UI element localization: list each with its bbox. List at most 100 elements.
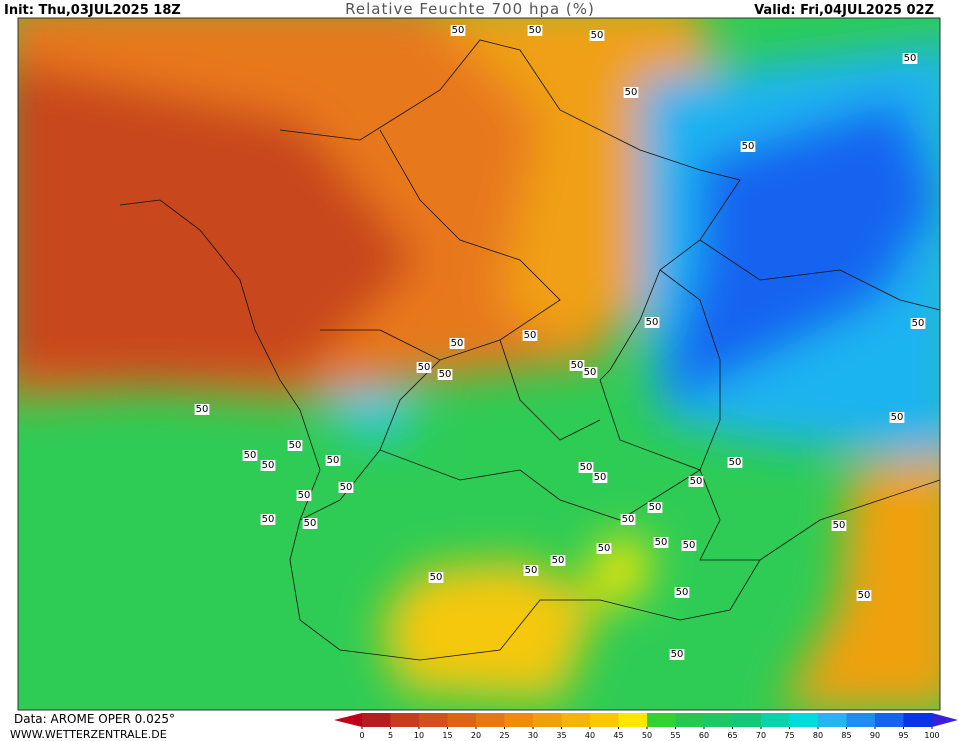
contour-label-bg [428, 572, 444, 583]
website: WWW.WETTERZENTRALE.DE [10, 728, 167, 741]
init-time: Init: Thu,03JUL2025 18Z [4, 3, 181, 18]
contour-label-bg [902, 53, 918, 64]
colorbar-segment [846, 713, 876, 727]
colorbar-segment [903, 713, 933, 727]
contour-label-bg [527, 25, 543, 36]
contour-label-bg [522, 330, 538, 341]
contour-labels: 50 50 50 50 50 50 50 50 50 50 50 50 50 50 50 50 50 50 50 50… [194, 25, 926, 660]
colorbar-label: 80 [813, 731, 823, 740]
colorbar-label: 30 [528, 731, 538, 740]
contour-label: 50 [625, 87, 638, 98]
contour-label-bg [644, 317, 660, 328]
contour-label-bg [287, 440, 303, 451]
contour-label: 50 [304, 518, 317, 529]
contour-label: 50 [327, 455, 340, 466]
contour-label: 50 [594, 472, 607, 483]
contour-label: 50 [262, 514, 275, 525]
colorbar-label: 60 [699, 731, 709, 740]
colorbar-label: 10 [414, 731, 424, 740]
contour-label: 50 [671, 649, 684, 660]
contour-label: 50 [858, 590, 871, 601]
colorbar-segment [362, 713, 391, 727]
contour-label: 50 [690, 476, 703, 487]
contour-label-bg [260, 514, 276, 525]
contour-label-bg [194, 404, 210, 415]
colorbar-segment [675, 713, 705, 727]
colorbar-segment [419, 713, 448, 727]
contour-label-bg [592, 472, 608, 483]
colorbar-label: 50 [642, 731, 652, 740]
contour-label: 50 [524, 330, 537, 341]
contour-label: 50 [430, 572, 443, 583]
map-title: Relative Feuchte 700 hpa (%) [345, 0, 595, 18]
contour-label-bg [578, 462, 594, 473]
colorbar: 0 5 10 15 20 25 30 35 40 45 50 55 60 65 70 75 80 85 90 95 10… [334, 713, 958, 740]
contour-label-bg [856, 590, 872, 601]
contour-label: 50 [552, 555, 565, 566]
contour-label-bg [450, 25, 466, 36]
contour-label-bg [623, 87, 639, 98]
contour-label-bg [582, 367, 598, 378]
contour-label: 50 [891, 412, 904, 423]
colorbar-segment [504, 713, 534, 727]
colorbar-segment [476, 713, 505, 727]
colorbar-segment [647, 713, 676, 727]
contour-label: 50 [912, 318, 925, 329]
colorbar-label: 0 [359, 731, 364, 740]
contour-label: 50 [676, 587, 689, 598]
contour-label-bg [910, 318, 926, 329]
contour-label: 50 [439, 369, 452, 380]
contour-label-bg [416, 362, 432, 373]
contour-label: 50 [580, 462, 593, 473]
colorbar-label: 45 [613, 731, 623, 740]
contour-label-bg [296, 490, 312, 501]
colorbar-segment [818, 713, 847, 727]
colorbar-segment [789, 713, 819, 727]
colorbar-segment [390, 713, 420, 727]
contour-label: 50 [418, 362, 431, 373]
contour-label-bg [260, 460, 276, 471]
colorbar-segment [447, 713, 477, 727]
contour-label: 50 [196, 404, 209, 415]
colorbar-under [334, 713, 362, 727]
contour-label: 50 [298, 490, 311, 501]
valid-time: Valid: Fri,04JUL2025 02Z [754, 3, 934, 18]
colorbar-segment [618, 713, 648, 727]
contour-label-bg [674, 587, 690, 598]
colorbar-label: 75 [784, 731, 794, 740]
contour-label-bg [437, 369, 453, 380]
contour-label: 50 [244, 450, 257, 461]
contour-label: 50 [729, 457, 742, 468]
contour-label-bg [831, 520, 847, 531]
contour-label-bg [338, 482, 354, 493]
contour-label-bg [620, 514, 636, 525]
contour-label: 50 [591, 30, 604, 41]
contour-label: 50 [655, 537, 668, 548]
colorbar-label: 85 [841, 731, 851, 740]
contour-label-bg [242, 450, 258, 461]
contour-label-bg [596, 543, 612, 554]
contour-label-bg [550, 555, 566, 566]
map [18, 18, 940, 710]
contour-label: 50 [584, 367, 597, 378]
colorbar-label: 55 [670, 731, 680, 740]
contour-label: 50 [451, 338, 464, 349]
contour-label-bg [653, 537, 669, 548]
contour-label: 50 [904, 53, 917, 64]
contour-label: 50 [622, 514, 635, 525]
colorbar-label: 25 [499, 731, 509, 740]
colorbar-segment [590, 713, 619, 727]
contour-label: 50 [525, 565, 538, 576]
contour-label-bg [569, 360, 585, 371]
colorbar-segment [875, 713, 904, 727]
contour-label: 50 [683, 540, 696, 551]
contour-label-bg [302, 518, 318, 529]
colorbar-segment [533, 713, 562, 727]
contour-label: 50 [262, 460, 275, 471]
colorbar-segment [561, 713, 591, 727]
contour-label: 50 [340, 482, 353, 493]
colorbar-segment [704, 713, 733, 727]
colorbar-segment [732, 713, 762, 727]
colorbar-label: 40 [585, 731, 595, 740]
colorbar-segment [761, 713, 790, 727]
